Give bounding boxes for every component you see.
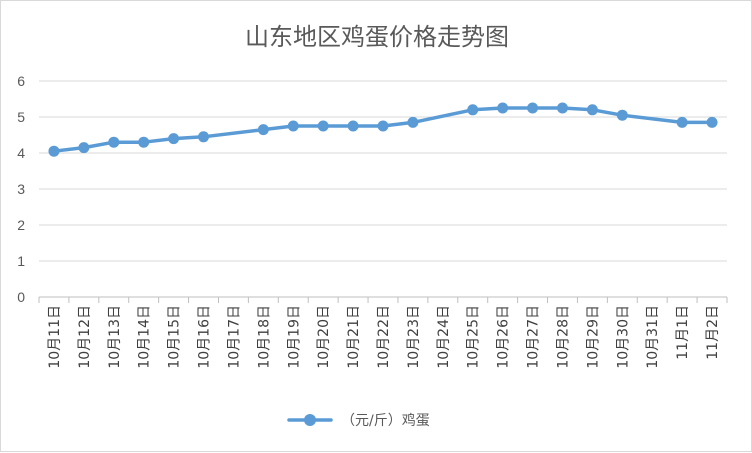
x-tick-label: 10月17日 <box>226 305 242 369</box>
y-tick-label: 1 <box>17 253 25 269</box>
data-point[interactable] <box>347 120 359 132</box>
x-tick-label: 10月15日 <box>167 305 183 369</box>
y-tick-label: 4 <box>17 145 25 161</box>
x-tick-label: 10月11日 <box>47 305 63 369</box>
data-point[interactable] <box>168 133 180 145</box>
y-tick-label: 3 <box>17 181 25 197</box>
y-tick-label: 5 <box>17 109 25 125</box>
series-egg <box>48 102 718 157</box>
x-tick-label: 10月24日 <box>436 305 452 369</box>
data-point[interactable] <box>317 120 329 132</box>
legend-dot-marker <box>304 414 316 426</box>
x-tick-label: 10月27日 <box>526 305 542 369</box>
data-point[interactable] <box>287 120 299 132</box>
data-point[interactable] <box>497 102 509 114</box>
x-tick-label: 11月1日 <box>675 305 691 360</box>
data-point[interactable] <box>198 131 210 143</box>
x-tick-label: 10月12日 <box>77 305 93 369</box>
x-tick-label: 10月21日 <box>346 305 362 369</box>
y-axis-ticks: 0 1 2 3 4 5 6 <box>17 73 25 305</box>
x-tick-label: 10月13日 <box>107 305 123 369</box>
x-axis-ticks: 10月11日 10月12日 10月13日 10月14日 10月15日 10月16日 10月1… <box>47 305 721 369</box>
x-tick-label: 10月23日 <box>406 305 422 369</box>
legend[interactable]: （元/斤）鸡蛋 <box>287 412 430 429</box>
x-tick-label: 10月29日 <box>585 305 601 369</box>
x-tick-label: 10月28日 <box>555 305 571 369</box>
data-point[interactable] <box>706 116 718 128</box>
data-point[interactable] <box>78 142 90 154</box>
chart-title: 山东地区鸡蛋价格走势图 <box>245 23 509 51</box>
legend-label: （元/斤）鸡蛋 <box>341 412 430 429</box>
y-tick-label: 2 <box>17 217 25 233</box>
x-tick-label: 10月22日 <box>376 305 392 369</box>
data-point[interactable] <box>616 109 628 121</box>
data-point[interactable] <box>48 145 60 157</box>
data-point[interactable] <box>586 104 598 116</box>
y-tick-label: 6 <box>17 73 25 89</box>
axes <box>38 296 728 303</box>
data-point[interactable] <box>676 116 688 128</box>
x-tick-label: 10月20日 <box>316 305 332 369</box>
x-tick-label: 11月2日 <box>705 305 721 360</box>
data-point[interactable] <box>377 120 389 132</box>
gridlines <box>39 80 727 262</box>
x-tick-label: 10月26日 <box>496 305 512 369</box>
data-point[interactable] <box>467 104 479 116</box>
x-tick-label: 10月18日 <box>256 305 272 369</box>
data-point[interactable] <box>527 102 539 114</box>
x-tick-label: 10月19日 <box>286 305 302 369</box>
x-tick-label: 10月16日 <box>197 305 213 369</box>
x-tick-label: 10月30日 <box>615 305 631 369</box>
data-point[interactable] <box>407 116 419 128</box>
data-point[interactable] <box>108 136 120 148</box>
x-tick-label: 10月25日 <box>466 305 482 369</box>
data-point[interactable] <box>556 102 568 114</box>
data-point[interactable] <box>257 124 269 136</box>
x-tick-label: 10月31日 <box>645 305 661 369</box>
data-point[interactable] <box>138 136 150 148</box>
y-tick-label: 0 <box>17 289 25 305</box>
x-tick-label: 10月14日 <box>137 305 153 369</box>
